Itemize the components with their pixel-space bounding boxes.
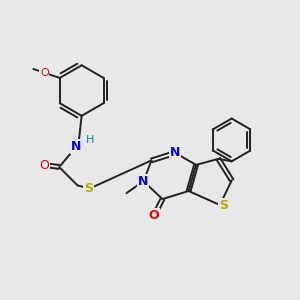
Text: S: S [84,182,93,195]
Text: O: O [39,159,49,172]
Text: N: N [170,146,181,159]
Text: N: N [138,175,148,188]
Text: O: O [40,68,49,78]
Text: H: H [85,135,94,145]
Text: N: N [71,140,82,153]
Text: O: O [149,209,160,222]
Text: S: S [219,199,228,212]
